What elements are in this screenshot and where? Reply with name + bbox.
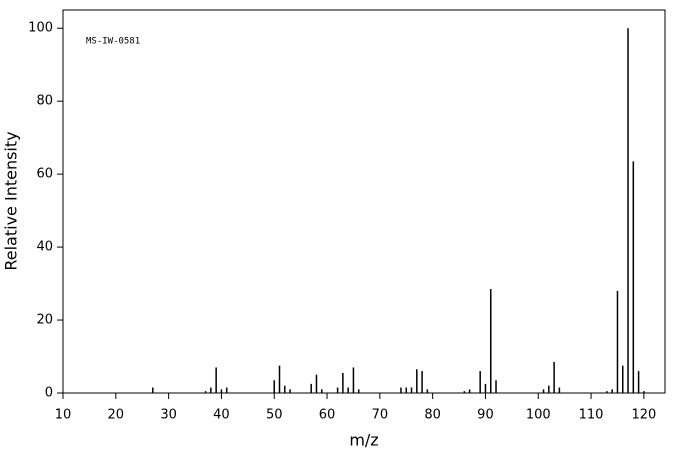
y-tick-label: 60 bbox=[36, 167, 53, 182]
y-tick-label: 20 bbox=[36, 313, 53, 328]
y-axis-label: Relative Intensity bbox=[2, 131, 21, 270]
x-tick-label: 70 bbox=[372, 408, 389, 423]
x-axis-label: m/z bbox=[349, 431, 378, 450]
plot-frame bbox=[62, 9, 666, 394]
x-tick-label: 100 bbox=[526, 408, 551, 423]
y-tick-label: 100 bbox=[28, 21, 53, 36]
x-tick-label: 80 bbox=[424, 408, 441, 423]
x-tick-label: 10 bbox=[55, 408, 72, 423]
x-tick-label: 30 bbox=[160, 408, 177, 423]
annotation: MS-IW-0581 bbox=[86, 37, 140, 47]
x-tick-label: 60 bbox=[319, 408, 336, 423]
y-tick-label: 40 bbox=[36, 240, 53, 255]
x-tick-label: 20 bbox=[108, 408, 125, 423]
x-tick-label: 110 bbox=[579, 408, 604, 423]
y-tick-label: 80 bbox=[36, 94, 53, 109]
y-tick-label: 0 bbox=[45, 386, 53, 401]
x-tick-label: 90 bbox=[477, 408, 494, 423]
x-tick-label: 40 bbox=[213, 408, 230, 423]
x-tick-label: 120 bbox=[631, 408, 656, 423]
x-tick-label: 50 bbox=[266, 408, 283, 423]
